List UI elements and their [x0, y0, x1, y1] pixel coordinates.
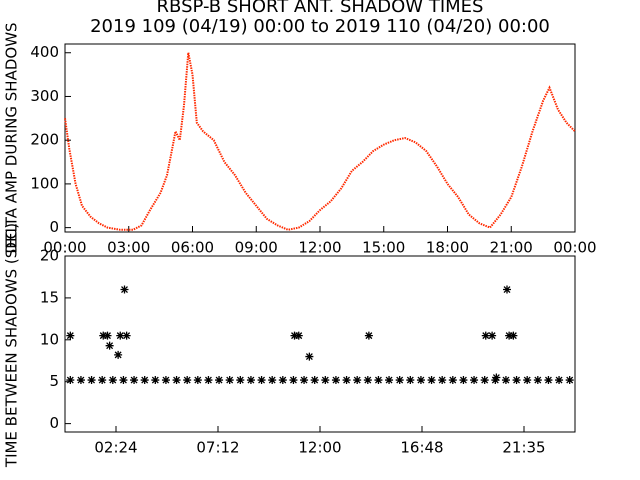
- x-tick-label: 03:00: [107, 239, 150, 257]
- asterisk-point: [98, 376, 107, 385]
- x-tick-label: 06:00: [171, 239, 214, 257]
- x-tick-label: 16:48: [400, 439, 443, 457]
- asterisk-point: [342, 376, 351, 385]
- asterisk-point: [492, 373, 501, 382]
- asterisk-point: [289, 376, 298, 385]
- asterisk-point: [353, 376, 362, 385]
- y-tick-label: 10: [40, 330, 59, 348]
- asterisk-point: [305, 352, 314, 361]
- plot-frame: [64, 255, 576, 433]
- asterisk-point: [470, 376, 479, 385]
- asterisk-point: [290, 331, 299, 340]
- asterisk-point: [140, 376, 149, 385]
- asterisk-point: [257, 376, 266, 385]
- y-tick-label: 300: [30, 87, 59, 105]
- x-tick-label: 21:35: [502, 439, 545, 457]
- asterisk-point: [120, 285, 129, 294]
- asterisk-point: [114, 350, 123, 359]
- x-tick-label: 12:00: [298, 239, 341, 257]
- asterisk-point: [501, 376, 510, 385]
- asterisk-point: [448, 376, 457, 385]
- asterisk-point: [204, 376, 213, 385]
- asterisk-point: [66, 376, 75, 385]
- asterisk-point: [374, 376, 383, 385]
- y-tick-label: 20: [40, 247, 59, 265]
- asterisk-point: [172, 376, 181, 385]
- asterisk-point: [395, 376, 404, 385]
- asterisk-point: [103, 331, 112, 340]
- x-tick-label: 09:00: [235, 239, 278, 257]
- x-tick-label: 21:00: [490, 239, 533, 257]
- asterisk-point: [544, 376, 553, 385]
- asterisk-point: [523, 376, 532, 385]
- asterisk-point: [151, 376, 160, 385]
- asterisk-point: [268, 376, 277, 385]
- asterisk-point: [278, 376, 287, 385]
- asterisk-point: [533, 376, 542, 385]
- y-tick-label: 100: [30, 174, 59, 192]
- y-tick-label: 5: [49, 372, 59, 390]
- asterisk-point: [512, 376, 521, 385]
- asterisk-point: [310, 376, 319, 385]
- asterisk-point: [491, 376, 500, 385]
- y-axis-label: DELTA AMP DURING SHADOWS: [3, 22, 21, 253]
- asterisk-point: [225, 376, 234, 385]
- asterisk-point: [116, 331, 125, 340]
- asterisk-point: [363, 376, 372, 385]
- y-tick-label: 15: [40, 288, 59, 306]
- asterisk-point: [66, 331, 75, 340]
- x-tick-label: 00:00: [43, 239, 86, 257]
- asterisk-point: [105, 341, 114, 350]
- chart-subtitle: 2019 109 (04/19) 00:00 to 2019 110 (04/2…: [90, 16, 550, 37]
- asterisk-point: [488, 331, 497, 340]
- asterisk-point: [130, 376, 139, 385]
- asterisk-point: [122, 331, 131, 340]
- asterisk-point: [87, 376, 96, 385]
- y-tick-label: 400: [30, 43, 59, 61]
- y-tick-label: 0: [49, 218, 59, 236]
- plot-frame: [64, 43, 576, 233]
- asterisk-point: [427, 376, 436, 385]
- asterisk-point: [99, 331, 108, 340]
- asterisk-point: [555, 376, 564, 385]
- y-tick-label: 0: [49, 414, 59, 432]
- y-tick-label: 200: [30, 131, 59, 149]
- x-tick-label: 07:12: [196, 439, 239, 457]
- data-line: [64, 52, 576, 231]
- asterisk-point: [183, 376, 192, 385]
- asterisk-point: [108, 376, 117, 385]
- asterisk-point: [505, 331, 514, 340]
- x-tick-label: 00:00: [553, 239, 596, 257]
- x-tick-label: 12:00: [298, 439, 341, 457]
- asterisk-point: [364, 331, 373, 340]
- asterisk-point: [321, 376, 330, 385]
- asterisk-point: [459, 376, 468, 385]
- asterisk-point: [438, 376, 447, 385]
- asterisk-point: [509, 331, 518, 340]
- asterisk-point: [161, 376, 170, 385]
- x-tick-label: 15:00: [362, 239, 405, 257]
- asterisk-point: [481, 331, 490, 340]
- asterisk-point: [385, 376, 394, 385]
- asterisk-point: [246, 376, 255, 385]
- asterisk-point: [331, 376, 340, 385]
- y-axis-label: TIME BETWEEN SHADOWS (SEC): [3, 223, 21, 468]
- asterisk-point: [565, 376, 574, 385]
- asterisk-point: [480, 376, 489, 385]
- x-tick-label: 18:00: [426, 239, 469, 257]
- chart-title: RBSP-B SHORT ANT. SHADOW TIMES: [157, 0, 484, 17]
- asterisk-point: [406, 376, 415, 385]
- asterisk-point: [215, 376, 224, 385]
- asterisk-point: [119, 376, 128, 385]
- asterisk-point: [193, 376, 202, 385]
- asterisk-point: [236, 376, 245, 385]
- asterisk-point: [76, 376, 85, 385]
- asterisk-point: [503, 285, 511, 294]
- asterisk-point: [300, 376, 309, 385]
- x-tick-label: 02:24: [94, 439, 137, 457]
- asterisk-point: [416, 376, 425, 385]
- asterisk-point: [294, 331, 303, 340]
